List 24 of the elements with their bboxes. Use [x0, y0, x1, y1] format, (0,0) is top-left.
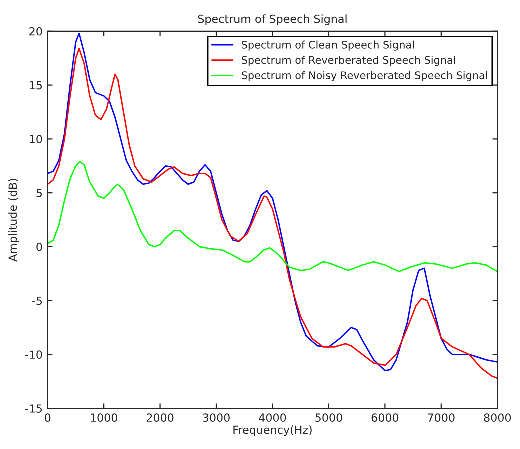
x-tick-label: 6000 [372, 414, 399, 422]
x-tick-label: 0 [45, 414, 51, 422]
y-tick-label: 0 [36, 242, 42, 252]
y-tick-label: 5 [36, 189, 42, 198]
y-tick-label: -15 [25, 404, 42, 413]
x-axis-title: Frequency(Hz) [234, 426, 312, 436]
x-tick-label: 5000 [316, 414, 342, 422]
x-tick-label: 8000 [484, 414, 512, 422]
x-tick-label: 1000 [91, 414, 118, 422]
legend-label: Spectrum of Reverberated Speech Signal [242, 56, 456, 66]
x-tick-label: 4000 [259, 414, 286, 422]
legend-label: Spectrum of Clean Speech Signal [242, 40, 414, 51]
chart-title: Spectrum of Speech Signal [198, 14, 347, 26]
y-tick-label: 15 [30, 81, 42, 90]
x-tick-label: 3000 [203, 414, 230, 422]
x-tick-label: 7000 [428, 414, 455, 422]
x-tick-label: 2000 [146, 414, 174, 422]
y-tick-label: 10 [30, 135, 42, 144]
y-axis-title: Amplitude (dB) [8, 179, 20, 262]
line-series [48, 161, 498, 272]
y-tick-label: -5 [32, 296, 42, 306]
y-tick-label: 20 [30, 27, 42, 36]
y-tick-label: -10 [25, 350, 42, 360]
legend-label: Spectrum of Noisy Reverberated Speech Signal [242, 71, 488, 82]
